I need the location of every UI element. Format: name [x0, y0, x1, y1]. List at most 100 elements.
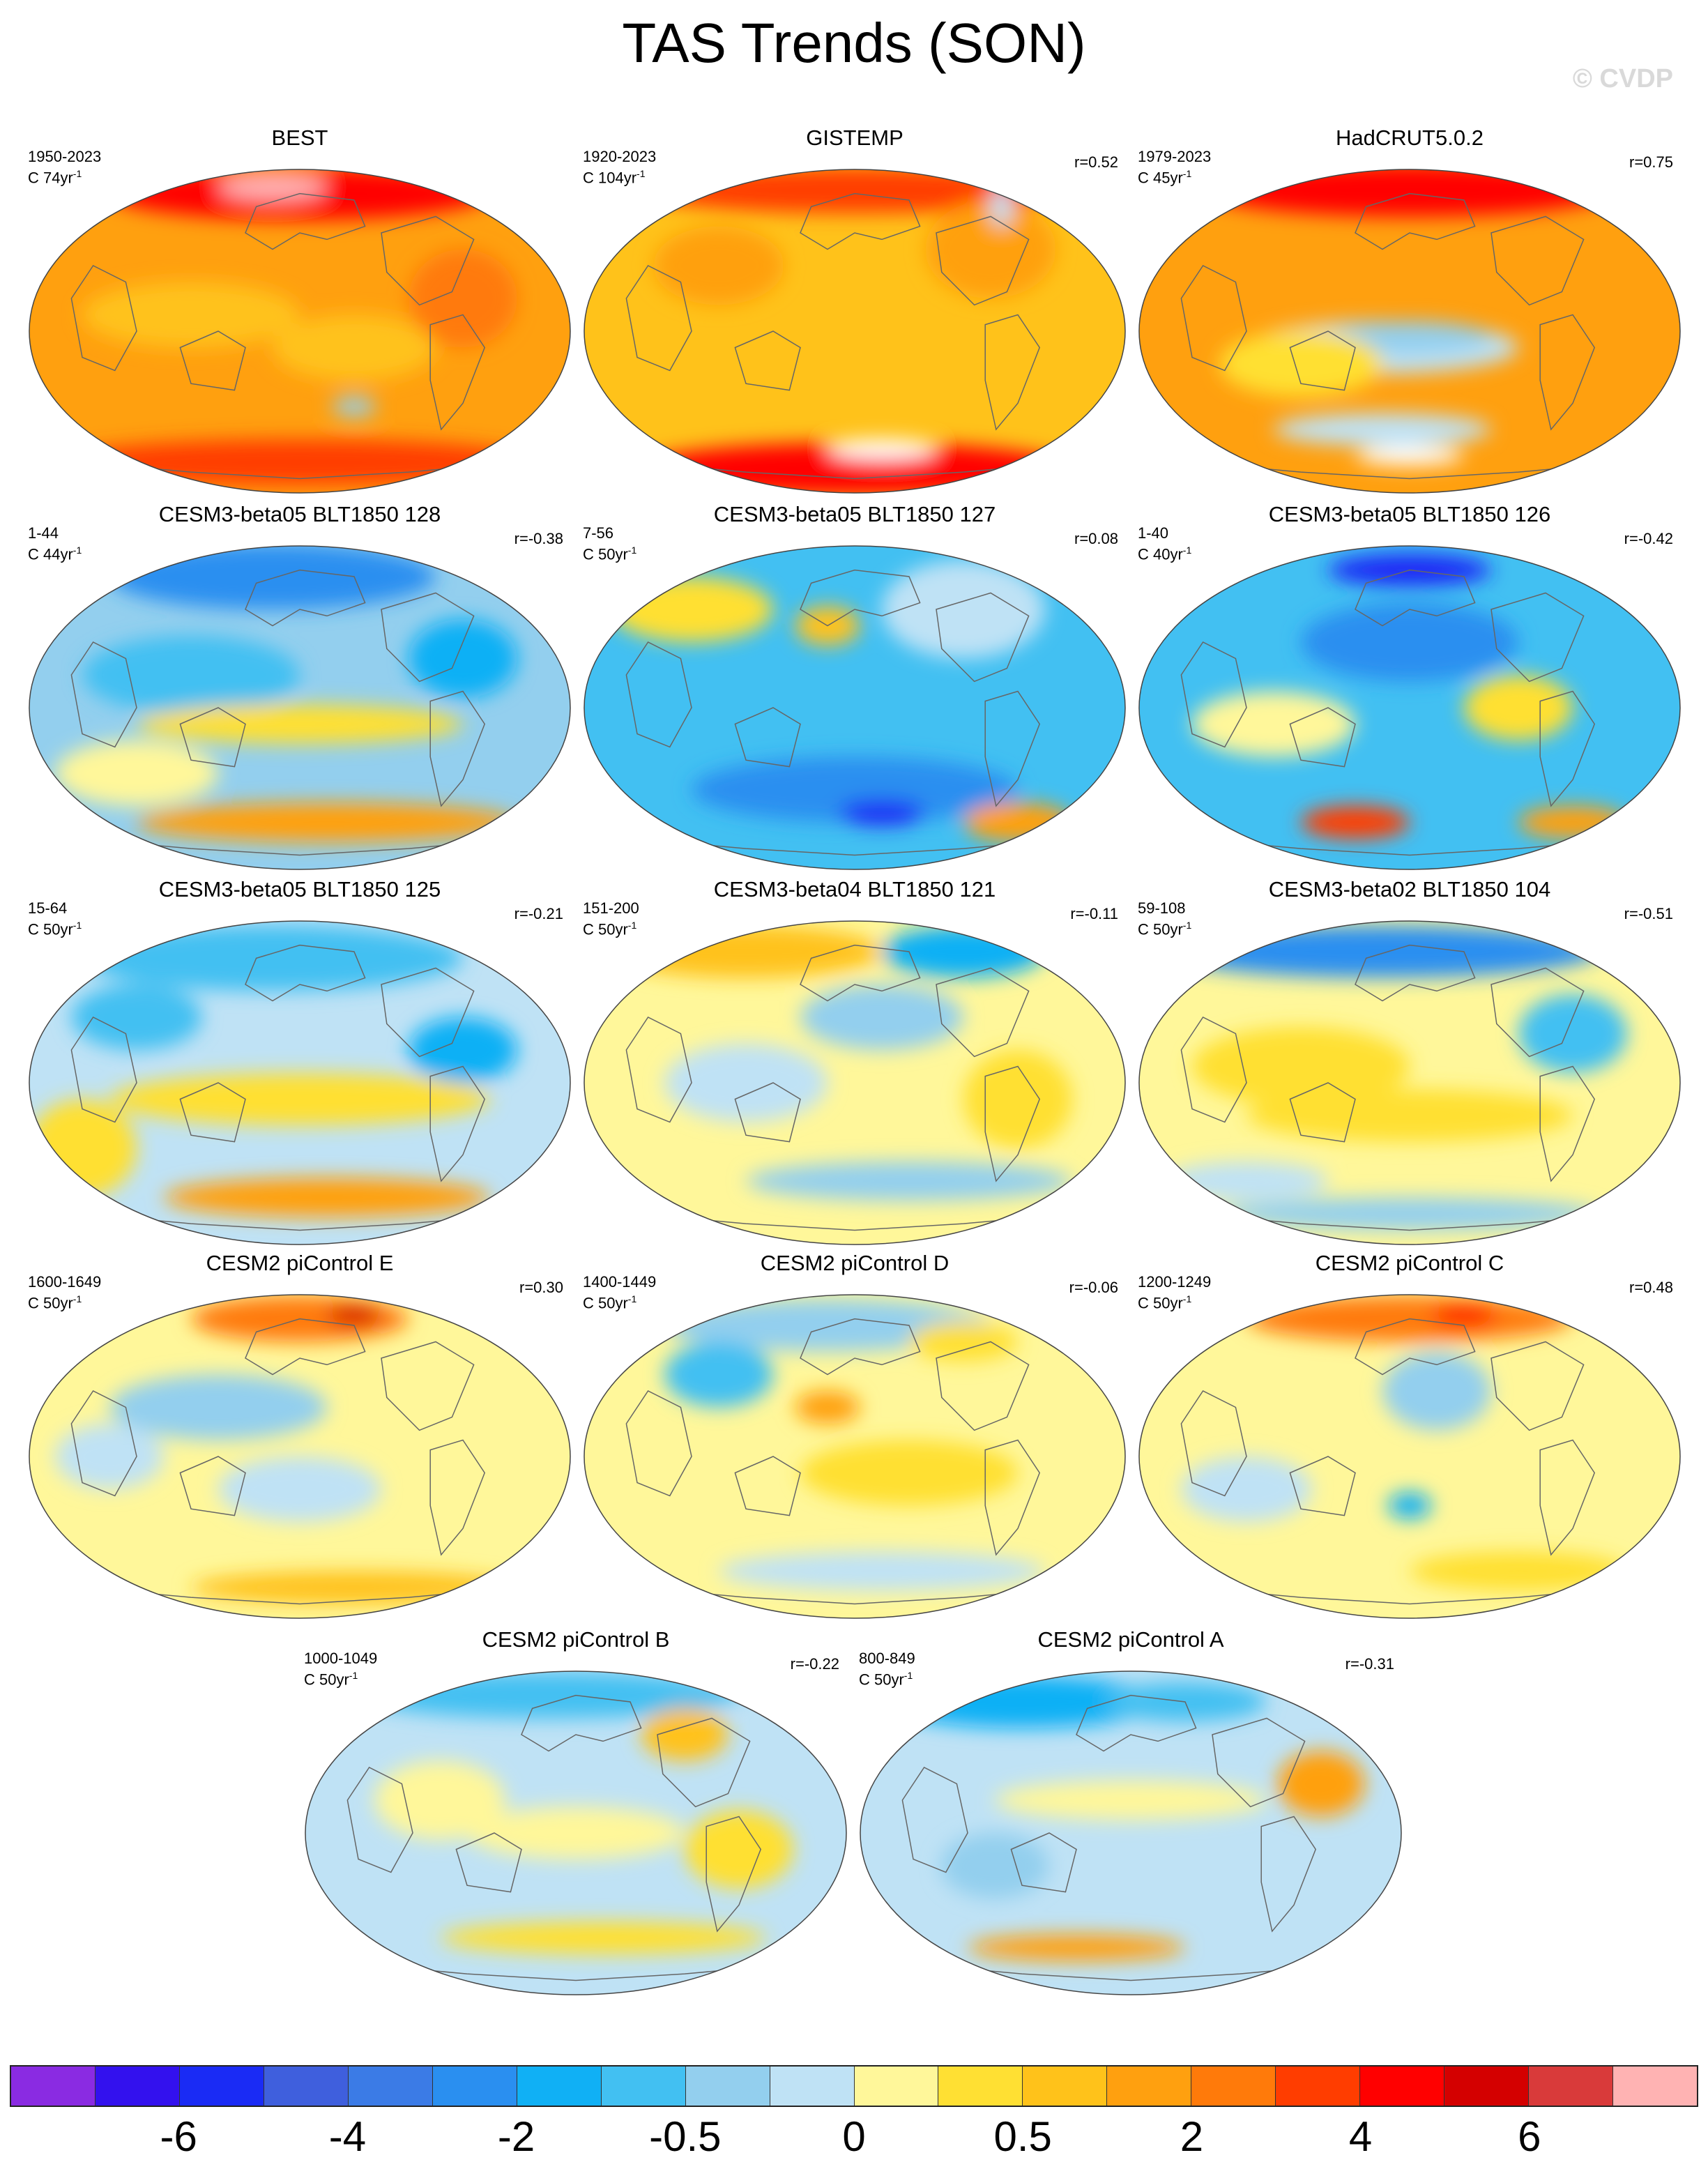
panel-years: 1-44 — [28, 524, 59, 542]
panel-correlation: r=0.52 — [1074, 153, 1118, 171]
panel-title: CESM2 piControl E — [206, 1251, 394, 1275]
map-panel: CESM3-beta05 BLT1850 128 1-44 C 44yr-1 r=-0… — [28, 502, 572, 872]
colorbar-box — [1107, 2067, 1192, 2106]
colorbar-tick-label: -4 — [328, 2113, 367, 2160]
map-panel: CESM3-beta05 BLT1850 126 1-40 C 40yr-1 r=-0… — [1138, 502, 1682, 872]
panel-units: C 50yr-1 — [583, 1293, 637, 1312]
panel-units: C 50yr-1 — [1138, 1293, 1192, 1312]
trend-map — [1138, 169, 1681, 494]
panel-title: GISTEMP — [806, 125, 903, 150]
panel-title: CESM3-beta05 BLT1850 127 — [713, 502, 996, 526]
trend-region — [55, 740, 218, 806]
panel-years: 1400-1449 — [583, 1273, 657, 1291]
trend-region — [1387, 1492, 1432, 1519]
trend-region — [137, 802, 517, 842]
trend-region — [71, 984, 202, 1050]
colorbar-box — [95, 2067, 180, 2106]
trend-map — [1138, 920, 1681, 1245]
trend-region — [164, 1178, 490, 1217]
trend-map — [584, 920, 1126, 1245]
trend-region — [610, 925, 882, 978]
trend-map — [29, 545, 571, 870]
panel-correlation: r=-0.42 — [1624, 530, 1673, 547]
trend-region — [1219, 331, 1382, 397]
trend-region — [82, 282, 300, 348]
trend-region — [1431, 1305, 1497, 1325]
panel-units: C 50yr-1 — [583, 545, 637, 563]
colorbar-box — [264, 2067, 349, 2106]
trend-region — [838, 799, 926, 826]
trend-region — [1301, 806, 1410, 839]
panel-correlation: r=-0.22 — [790, 1655, 839, 1673]
trend-map — [1138, 1294, 1681, 1619]
colorbar-tick-label: 6 — [1518, 2113, 1541, 2160]
panel-units: C 44yr-1 — [28, 545, 82, 563]
panel-title: CESM3-beta05 BLT1850 126 — [1268, 502, 1551, 526]
map-panel: HadCRUT5.0.2 1979-2023 C 45yr-1 r=0.75 — [1138, 125, 1682, 495]
panel-correlation: r=0.75 — [1629, 153, 1673, 171]
panel-units: C 50yr-1 — [304, 1670, 358, 1689]
trend-region — [1192, 691, 1355, 757]
trend-map — [584, 1294, 1126, 1619]
trend-region — [828, 439, 936, 459]
trend-region — [1464, 675, 1573, 740]
trend-region — [995, 1780, 1267, 1820]
trend-region — [653, 226, 784, 305]
trend-region — [909, 1322, 1018, 1362]
trend-region — [374, 1760, 505, 1840]
trend-region — [1165, 1161, 1328, 1201]
trend-region — [218, 174, 327, 200]
map-panel: CESM2 piControl B 1000-1049 C 50yr-1 r=-0.2… — [304, 1627, 848, 1997]
panel-units: C 50yr-1 — [28, 920, 82, 938]
panel-years: 1979-2023 — [1138, 148, 1212, 165]
trend-region — [692, 756, 1018, 823]
copyright-watermark: © CVDP — [1572, 64, 1673, 93]
colorbar-tick-label: 2 — [1180, 2113, 1204, 2160]
trend-region — [440, 1921, 766, 1954]
trend-region — [218, 1456, 381, 1522]
colorbar-box — [1191, 2067, 1276, 2106]
colorbar-tick-label: 4 — [1348, 2113, 1373, 2160]
panel-units: C 45yr-1 — [1138, 168, 1192, 187]
panel-years: 1950-2023 — [28, 148, 102, 165]
trend-map — [305, 1670, 847, 1995]
map-panel: CESM3-beta05 BLT1850 125 15-64 C 50yr-1 r=-… — [28, 877, 572, 1247]
trend-region — [1192, 1027, 1410, 1106]
trend-region — [968, 1934, 1185, 1961]
panel-units: C 104yr-1 — [583, 168, 646, 187]
trend-region — [1518, 806, 1627, 839]
trend-region — [685, 1810, 793, 1889]
colorbar-box — [179, 2067, 264, 2106]
trend-map — [29, 920, 571, 1245]
trend-region — [963, 802, 1072, 842]
panel-years: 59-108 — [1138, 899, 1186, 917]
trend-region — [1355, 446, 1464, 466]
trend-region — [882, 560, 1045, 659]
trend-region — [1181, 1456, 1312, 1522]
trend-map — [29, 169, 571, 494]
panel-correlation: r=-0.38 — [514, 530, 563, 547]
trend-region — [273, 314, 436, 381]
panel-years: 7-56 — [583, 524, 614, 542]
trend-region — [137, 704, 463, 744]
panel-title: HadCRUT5.0.2 — [1336, 125, 1484, 150]
trend-region — [1274, 413, 1491, 446]
colorbar-box — [601, 2067, 686, 2106]
map-panel: CESM3-beta02 BLT1850 104 59-108 C 50yr-1 r=… — [1138, 877, 1682, 1247]
trend-region — [1382, 1351, 1491, 1431]
trend-region — [55, 1424, 164, 1489]
colorbar-box — [517, 2067, 602, 2106]
colorbar-box — [1529, 2067, 1614, 2106]
map-panel: CESM2 piControl C 1200-1249 C 50yr-1 r=0.48 — [1138, 1251, 1682, 1620]
trend-map — [584, 545, 1126, 870]
colorbar-tick-label: 0.5 — [993, 2113, 1052, 2160]
map-panel: CESM2 piControl A 800-849 C 50yr-1 r=-0.31 — [859, 1627, 1403, 1997]
panel-units: C 50yr-1 — [859, 1670, 913, 1689]
panel-title: CESM2 piControl A — [1037, 1627, 1224, 1652]
colorbar-box — [938, 2067, 1023, 2106]
trend-region — [191, 1571, 517, 1604]
trend-region — [109, 1072, 490, 1126]
trend-region — [332, 397, 376, 417]
trend-region — [1246, 1089, 1573, 1142]
panel-correlation: r=0.48 — [1629, 1279, 1673, 1296]
